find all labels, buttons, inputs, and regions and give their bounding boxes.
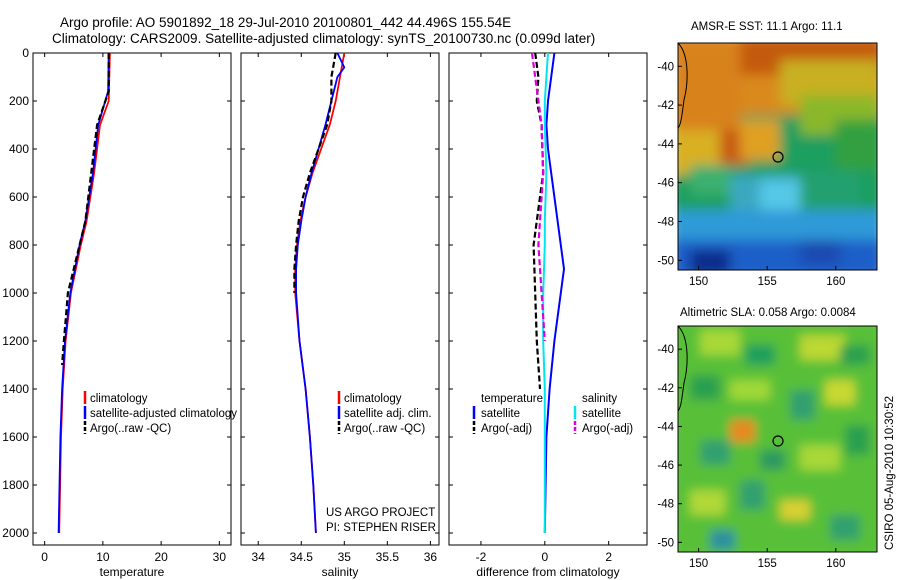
series-line-temperature-satellite <box>543 52 565 534</box>
x-tick-label: 34 <box>252 550 266 564</box>
y-tick-label: 0 <box>22 46 29 60</box>
x-axis-label: difference from climatology <box>476 565 619 579</box>
plot-frame <box>448 52 648 546</box>
sla-field <box>678 326 877 552</box>
y-tick-label: 1400 <box>2 382 29 396</box>
map-y-tick-label: -50 <box>657 255 674 267</box>
figure-title-line2: Climatology: CARS2009. Satellite-adjuste… <box>52 31 595 46</box>
series-line-salinity-argo-adj <box>530 52 546 342</box>
temperature-legend: climatology satellite-adjusted climatolo… <box>83 391 237 435</box>
legend-label-sal-argo: Argo(-adj) <box>582 423 633 435</box>
series-line-satellite-adj-clim <box>295 52 346 534</box>
figure-title-line1: Argo profile: AO 5901892_18 29-Jul-2010 … <box>60 15 511 30</box>
sst-map-frame <box>677 42 878 271</box>
legend-label-temp-argo: Argo(-adj) <box>481 423 532 435</box>
salinity-legend: climatology satellite adj. clim. Argo(..… <box>337 391 432 435</box>
y-tick-label: 1800 <box>2 478 29 492</box>
series-line-argo-raw-qc <box>293 52 337 293</box>
map-y-tick-label: -42 <box>657 383 674 395</box>
series-line-argo-raw-qc <box>61 53 110 366</box>
y-tick-label: 2000 <box>2 526 29 540</box>
y-tick-label: 600 <box>9 190 29 204</box>
y-tick-label: 200 <box>9 94 29 108</box>
x-axis-label: salinity <box>322 565 359 579</box>
legend-label-climatology: climatology <box>344 393 402 405</box>
plot-frame <box>240 52 440 546</box>
sst-argo-marker <box>772 151 784 163</box>
project-pi: PI: STEPHEN RISER <box>326 522 436 534</box>
legend-label-satellite: satellite adj. clim. <box>344 408 432 420</box>
legend-label-climatology: climatology <box>90 393 148 405</box>
x-tick-label: 2 <box>605 550 612 564</box>
map-x-tick-label: 150 <box>689 276 708 288</box>
x-tick-label: 10 <box>96 550 110 564</box>
sst-map-axes: 150 155 160 -40 -42 -44 -46 -48 -50 <box>657 61 845 288</box>
sla-map-axes: 150 155 160 -40 -42 -44 -46 -48 -50 <box>657 344 845 570</box>
legend-label-sal-satellite: satellite <box>582 408 621 420</box>
map-x-tick-label: 150 <box>689 558 708 570</box>
plot-frame <box>32 52 232 546</box>
sst-map <box>677 42 878 271</box>
legend-label-temp-satellite: satellite <box>481 408 520 420</box>
series-line-satellite-adjusted-climatology <box>57 52 110 534</box>
x-axis-label: temperature <box>100 565 165 579</box>
y-tick-label: 1600 <box>2 430 29 444</box>
map-x-tick-label: 160 <box>826 558 845 570</box>
legend-title-temperature: temperature <box>481 393 543 405</box>
map-y-tick-label: -48 <box>657 216 674 228</box>
y-tick-label: 1000 <box>2 286 29 300</box>
y-tick-label: 400 <box>9 142 29 156</box>
legend-label-argo: Argo(..raw -QC) <box>90 423 171 435</box>
salinity-plot: 34 34.5 35 35.5 36 salinity <box>240 52 440 579</box>
x-tick-label: 0 <box>41 550 48 564</box>
series-line-climatology <box>294 52 346 534</box>
x-tick-label: 20 <box>154 550 168 564</box>
series-line-salinity-satellite <box>542 52 549 533</box>
legend-title-salinity: salinity <box>582 393 617 405</box>
map-y-tick-label: -50 <box>657 537 674 549</box>
coastline-tasmania <box>678 43 688 129</box>
y-tick-label: 1200 <box>2 334 29 348</box>
map-y-tick-label: -46 <box>657 178 674 190</box>
sla-map-title: Altimetric SLA: 0.058 Argo: 0.0084 <box>680 307 856 319</box>
y-tick-label: 800 <box>9 238 29 252</box>
x-tick-label: 0 <box>541 550 548 564</box>
project-annotation: US ARGO PROJECT PI: STEPHEN RISER <box>326 507 436 534</box>
legend-label-satellite-adjusted: satellite-adjusted climatology <box>90 408 237 420</box>
project-name: US ARGO PROJECT <box>326 507 435 519</box>
legend-label-argo: Argo(..raw -QC) <box>344 423 425 435</box>
csiro-timestamp: CSIRO 05-Aug-2010 10:30:52 <box>884 396 896 550</box>
x-tick-label: 34.5 <box>290 550 314 564</box>
x-tick-label: 35.5 <box>376 550 400 564</box>
coastline-tasmania <box>678 326 688 412</box>
map-y-tick-label: -42 <box>657 100 674 112</box>
map-y-tick-label: -40 <box>657 61 674 73</box>
map-y-tick-label: -46 <box>657 460 674 472</box>
map-y-tick-label: -48 <box>657 499 674 511</box>
difference-legend: temperature satellite Argo(-adj) salinit… <box>472 393 633 435</box>
x-tick-label: 36 <box>424 550 438 564</box>
x-tick-label: 30 <box>213 550 227 564</box>
map-y-tick-label: -44 <box>657 421 674 433</box>
x-tick-label: 35 <box>338 550 352 564</box>
x-tick-label: -2 <box>476 550 487 564</box>
map-x-tick-label: 155 <box>758 558 777 570</box>
map-y-tick-label: -40 <box>657 344 674 356</box>
map-y-tick-label: -44 <box>657 139 674 151</box>
map-x-tick-label: 160 <box>826 276 845 288</box>
sst-field <box>678 43 877 270</box>
map-x-tick-label: 155 <box>758 276 777 288</box>
sst-map-title: AMSR-E SST: 11.1 Argo: 11.1 <box>691 21 843 33</box>
sla-map-frame <box>677 325 878 553</box>
sla-map <box>677 325 878 553</box>
sla-argo-marker <box>772 435 784 447</box>
temperature-plot: 0 10 20 30 0 200 400 600 800 1000 1200 1400 1600 1800… <box>2 46 232 579</box>
